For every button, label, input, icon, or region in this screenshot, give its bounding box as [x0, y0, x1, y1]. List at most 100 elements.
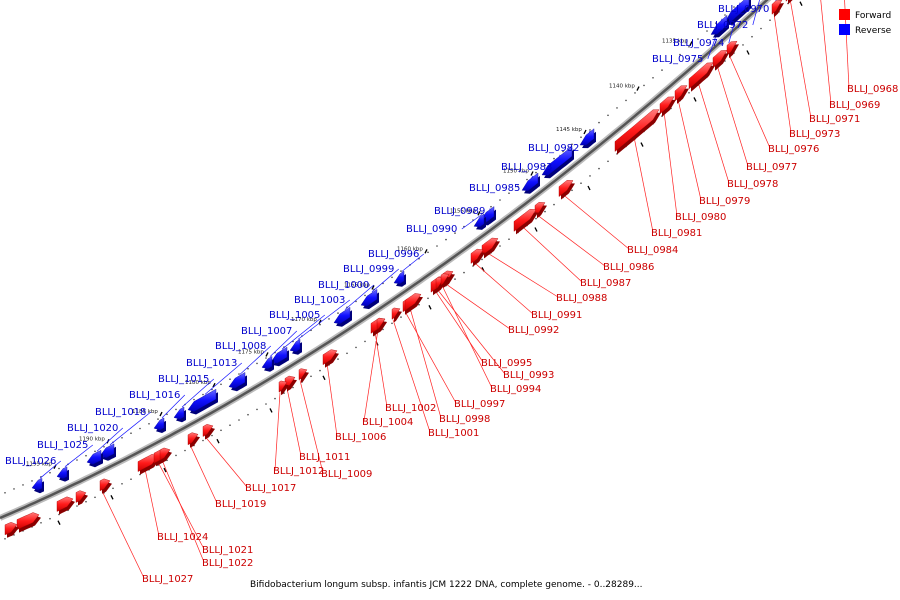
kbp-tick [636, 86, 640, 91]
legend-forward-swatch [839, 9, 850, 20]
leader-line [521, 226, 583, 283]
gene-label-forward: BLLJ_1027 [142, 574, 193, 585]
forward-gene-bllj-1022 [159, 447, 172, 463]
leader-line [401, 253, 425, 272]
leader-line [269, 330, 298, 357]
leader-line [101, 490, 145, 579]
reverse-gene-bllj-1007 [261, 356, 274, 372]
gene-label-reverse: BLLJ_1020 [67, 423, 118, 434]
kbp-tick [530, 171, 534, 176]
leader-line [677, 99, 702, 201]
kbp-tick [583, 129, 587, 135]
leader-line [96, 427, 124, 452]
gene-label-forward: BLLJ_0979 [699, 196, 750, 207]
gene-label-reverse: BLLJ_0970 [718, 4, 769, 15]
gene-label-reverse: BLLJ_0983 [501, 162, 552, 173]
gene-label-reverse: BLLJ_0999 [343, 264, 394, 275]
forward-gene-bllj-0977 [712, 50, 729, 71]
reverse-gene-bllj-1018 [99, 443, 116, 461]
gene-label-forward: BLLJ_0992 [508, 325, 559, 336]
leader-line [374, 331, 388, 408]
leader-line [189, 444, 218, 504]
forward-gene-bllj-0980 [659, 96, 676, 117]
forward-gene-bllj-1011 [284, 375, 297, 392]
reverse-gene-bllj-0982 [579, 128, 596, 149]
kbp-tick [322, 375, 326, 381]
leader-line [789, 0, 812, 119]
forward-gene-bllj-0991 [470, 248, 485, 267]
kbp-tick-label: 1135 kbp [662, 38, 688, 44]
kbp-tick [428, 305, 432, 310]
leader-line [404, 311, 457, 404]
leader-line [204, 362, 243, 395]
gene-label-reverse: BLLJ_0985 [469, 183, 520, 194]
gene-label-reverse: BLLJ_0972 [697, 20, 748, 31]
leader-line [239, 345, 272, 375]
genome-backbone [0, 0, 772, 521]
kbp-tick [216, 438, 220, 444]
leader-line [286, 388, 302, 457]
forward-gene-bllj-0979 [674, 85, 689, 104]
kbp-tick [746, 50, 750, 55]
kbp-tick-label: 1150 kbp [503, 169, 529, 175]
reverse-gene-bllj-1015 [173, 406, 186, 423]
gene-label-reverse: BLLJ_0974 [673, 38, 724, 49]
forward-gene-bllj-0986 [534, 202, 547, 219]
gene-label-reverse: BLLJ_1013 [186, 358, 237, 369]
kbp-tick [269, 408, 273, 413]
legend-forward-label: Forward [855, 11, 891, 21]
gene-label-forward: BLLJ_0980 [675, 212, 726, 223]
leader-line [299, 380, 324, 474]
leader-line [536, 214, 606, 267]
kbp-tick [640, 142, 644, 147]
gene-label-forward: BLLJ_1012 [273, 466, 324, 477]
leader-line [633, 136, 654, 233]
leader-line [441, 285, 493, 389]
gene-label-reverse: BLLJ_1016 [129, 390, 180, 401]
reverse-gene-bllj-1008 [228, 372, 247, 392]
gene-label-forward: BLLJ_1017 [245, 483, 296, 494]
forward-gene-bllj-1001 [391, 307, 402, 323]
leader-line [161, 394, 186, 419]
leader-line [281, 314, 326, 350]
reverse-gene-bllj-0975 [710, 14, 729, 38]
label-leader-lines [39, 0, 850, 579]
reverse-gene-bllj-1013 [187, 388, 218, 415]
forward-gene-bllj-1004 [376, 317, 387, 333]
reverse-gene-bllj-0999 [360, 289, 379, 310]
gene-label-reverse: BLLJ_0989 [434, 206, 485, 217]
gene-label-forward: BLLJ_0977 [746, 162, 797, 173]
reverse-genes [31, 0, 751, 494]
kbp-tick [57, 520, 61, 525]
kbp-tick-label: 1160 kbp [397, 246, 423, 252]
leader-line [371, 268, 400, 293]
reverse-gene-bllj-0974 [724, 0, 751, 25]
forward-gene-bllj-1009 [298, 368, 309, 383]
leader-line [297, 299, 351, 340]
leader-line [820, 0, 832, 105]
leader-line [436, 288, 506, 375]
gene-label-forward: BLLJ_0994 [490, 384, 541, 395]
gene-label-forward: BLLJ_1019 [215, 499, 266, 510]
leader-line [752, 0, 760, 26]
gene-label-forward: BLLJ_0984 [627, 245, 678, 256]
gene-label-reverse: BLLJ_1000 [318, 280, 369, 291]
leader-line [486, 252, 559, 298]
forward-gene-bllj-0973 [771, 0, 784, 18]
gene-label-forward: BLLJ_0987 [580, 278, 631, 289]
leader-line [274, 392, 281, 471]
gene-label-forward: BLLJ_0976 [768, 144, 819, 155]
gene-label-forward: BLLJ_0993 [503, 370, 554, 381]
gene-label-reverse: BLLJ_0982 [528, 143, 579, 154]
leader-line [473, 262, 534, 315]
reverse-gene-bllj-1020 [86, 449, 103, 468]
forward-gene-unlabeled [4, 521, 19, 538]
kbp-tick-label: 1185 kbp [132, 409, 158, 415]
gene-label-forward: BLLJ_0986 [603, 262, 654, 273]
kbp-tick-label: 1170 kbp [291, 317, 317, 323]
gene-label-forward: BLLJ_1001 [428, 428, 479, 439]
forward-gene-bllj-0998 [404, 293, 423, 314]
gene-label-forward: BLLJ_1002 [385, 403, 436, 414]
